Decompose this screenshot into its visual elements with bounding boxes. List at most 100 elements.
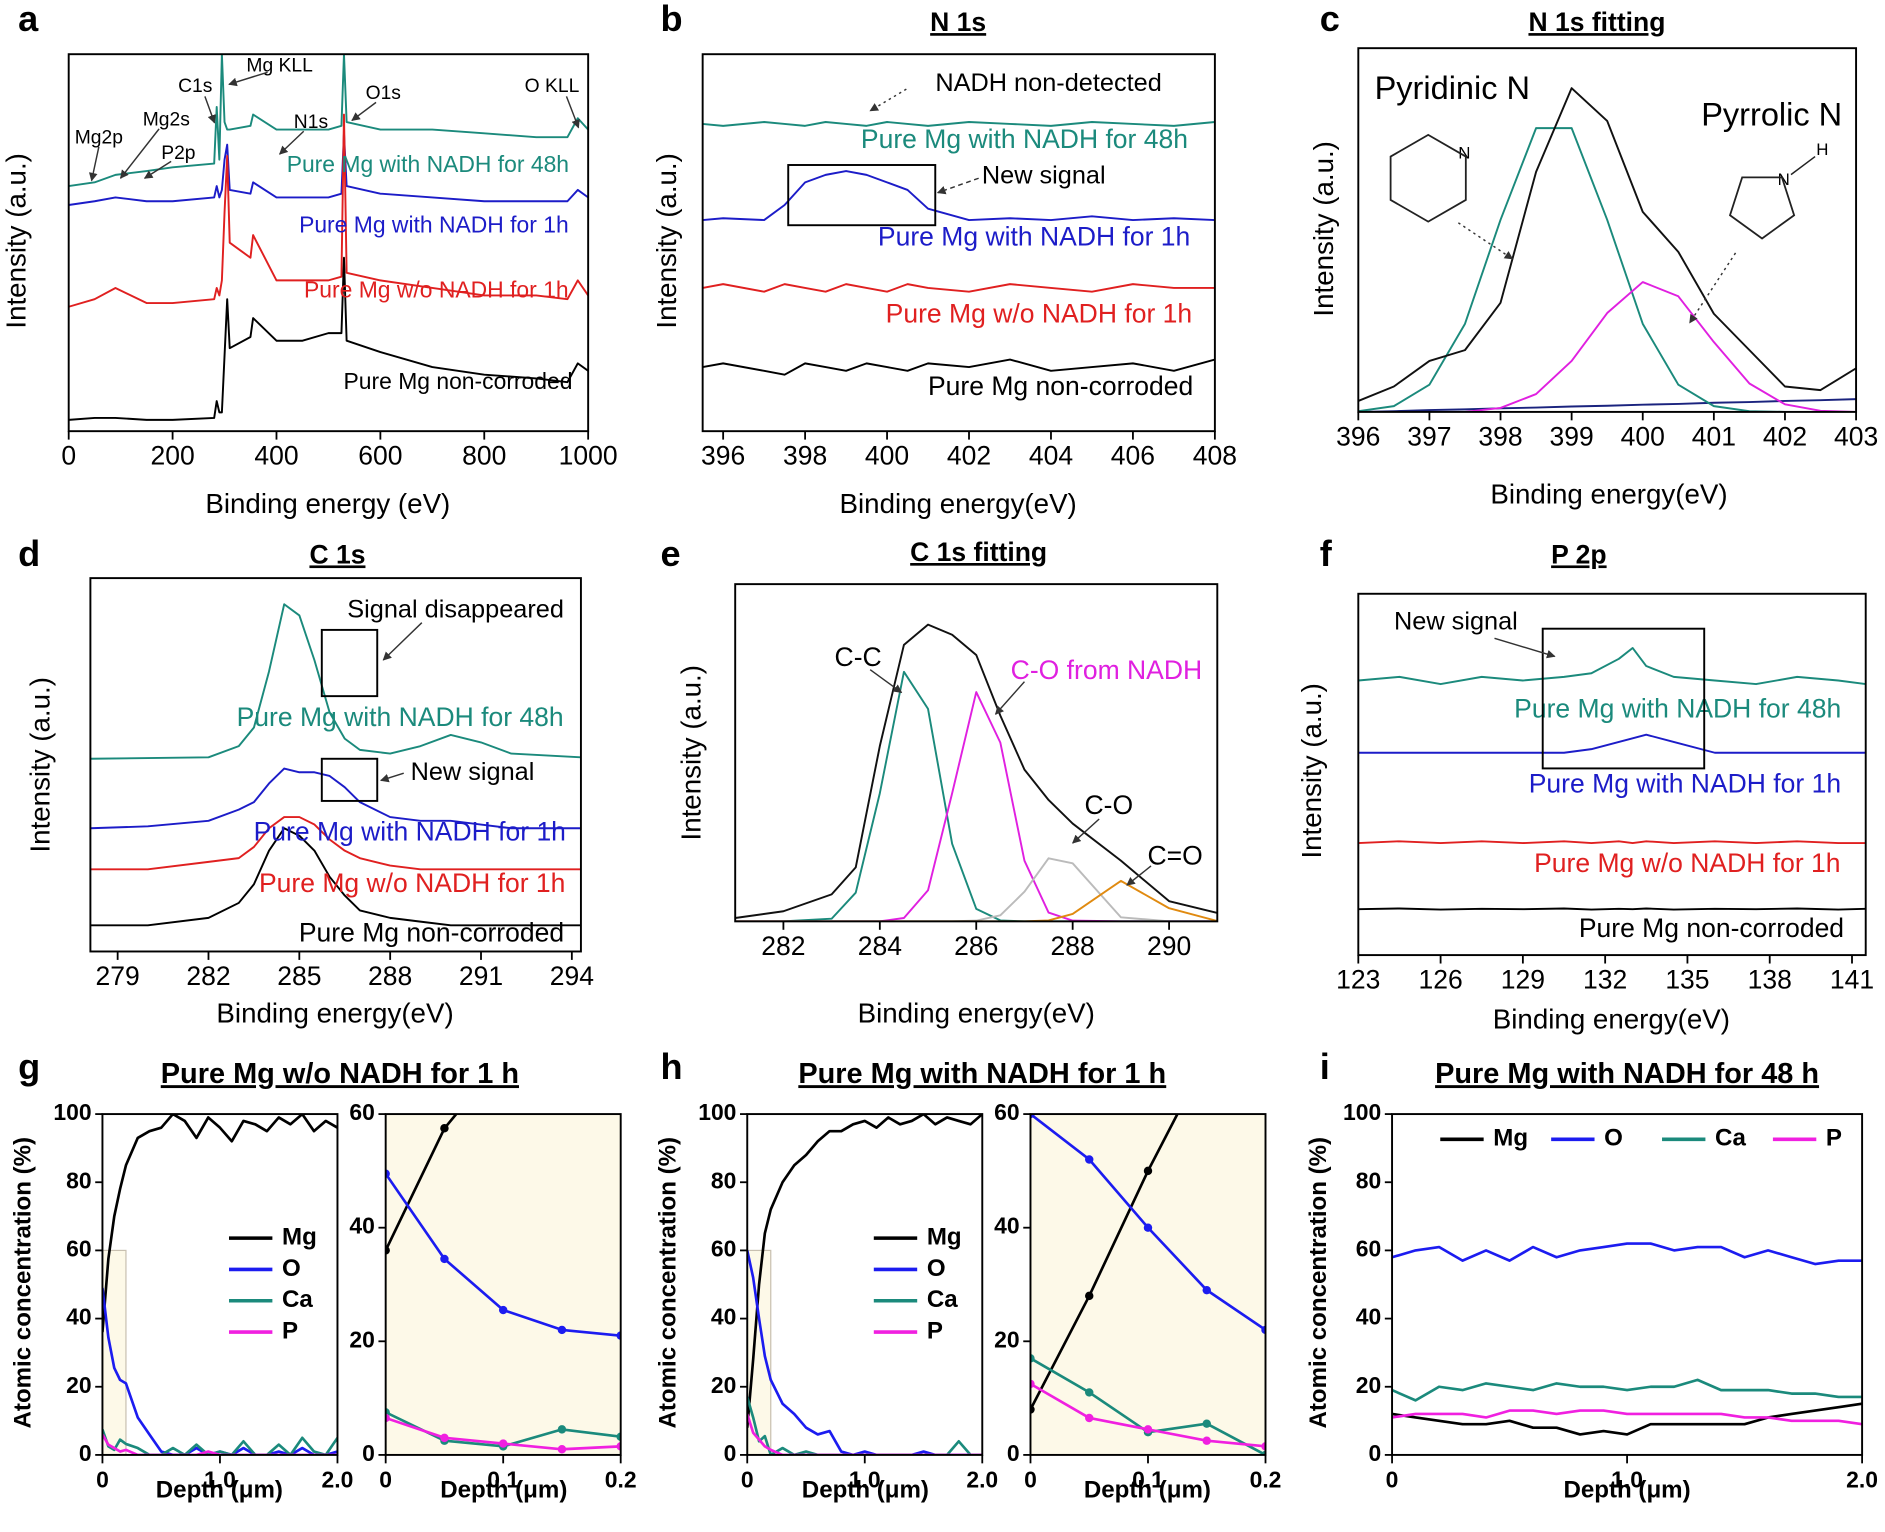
- annotation: Pyrrolic N: [1701, 96, 1842, 132]
- data-point: [1261, 939, 1269, 947]
- legend-label: P: [927, 1317, 943, 1344]
- panel-title: P 2p: [1551, 539, 1607, 569]
- x-tick-label: 129: [1501, 965, 1545, 995]
- y-tick-label: 80: [66, 1167, 91, 1193]
- x-axis-label: Depth (μm): [440, 1476, 567, 1503]
- x-tick-label: 2.0: [322, 1466, 354, 1492]
- data-point: [1030, 1379, 1035, 1389]
- legend-label: P: [1826, 1125, 1842, 1152]
- series-label: Pure Mg non-corroded: [1579, 913, 1844, 943]
- data-point: [557, 1425, 567, 1434]
- data-point: [1202, 1285, 1211, 1295]
- data-point: [1143, 1425, 1153, 1434]
- x-tick-label: 1.0: [1611, 1466, 1643, 1492]
- annotation: Pyridinic N: [1375, 70, 1530, 106]
- series-line: [735, 879, 1218, 922]
- x-tick-label: 284: [858, 931, 902, 961]
- data-point: [1085, 1388, 1094, 1397]
- arrow: [351, 101, 377, 122]
- series-line: [90, 816, 581, 871]
- series-line: [702, 170, 1215, 222]
- data-point: [1261, 1442, 1266, 1451]
- x-tick-label: 400: [865, 441, 909, 471]
- series-label: Pure Mg with NADH for 48h: [237, 702, 564, 732]
- data-point: [558, 1008, 566, 1016]
- x-tick-label: 0.1: [487, 1466, 519, 1492]
- series-line: [1392, 1409, 1863, 1426]
- series-line: [735, 857, 1218, 922]
- y-tick-label: 20: [994, 1326, 1019, 1352]
- data-point: [1085, 1291, 1094, 1301]
- x-tick-label: 406: [1111, 441, 1155, 471]
- series-label: Pure Mg non-corroded: [344, 368, 573, 394]
- y-tick-label: 100: [698, 1099, 736, 1125]
- annotation: Signal disappeared: [347, 595, 564, 623]
- x-tick-label: 290: [1147, 931, 1191, 961]
- series-line: [1358, 281, 1857, 412]
- panel-title: Pure Mg w/o NADH for 1 h: [161, 1058, 519, 1090]
- data-point: [440, 1254, 449, 1264]
- panel-letter: i: [1320, 1046, 1330, 1087]
- y-axis-label: Intensity (a.u.): [1308, 141, 1339, 316]
- arrow: [278, 130, 305, 155]
- series-line: [1358, 907, 1866, 911]
- x-axis-label: Depth (μm): [1084, 1476, 1211, 1503]
- series-line: [68, 256, 589, 421]
- y-axis-label: Atomic concentration (%): [654, 1137, 681, 1429]
- arrow: [1072, 818, 1100, 844]
- arrow: [1689, 252, 1737, 324]
- x-tick-label: 2.0: [1846, 1466, 1878, 1492]
- panel-letter: b: [660, 0, 682, 39]
- annotation: N: [1778, 170, 1790, 189]
- series-line: [1358, 87, 1857, 402]
- data-point: [1143, 1223, 1153, 1232]
- data-point: [616, 1331, 621, 1340]
- x-tick-label: 404: [1029, 441, 1073, 471]
- annotation: P2p: [161, 143, 195, 164]
- annotation: C-O: [1085, 790, 1134, 820]
- x-tick-label: 0.1: [1132, 1466, 1164, 1492]
- x-tick-label: 286: [954, 931, 998, 961]
- plot-frame: [101, 1113, 339, 1456]
- x-tick-label: 1.0: [849, 1466, 881, 1492]
- legend-label: Mg: [1493, 1125, 1528, 1152]
- series-label: Pure Mg w/o NADH for 1h: [304, 277, 569, 303]
- legend-label: Ca: [282, 1286, 313, 1313]
- data-point: [616, 1442, 621, 1451]
- x-tick-label: 1000: [559, 441, 618, 471]
- series-line: [102, 1428, 338, 1455]
- series-line: [1392, 1242, 1863, 1266]
- plot-background: [385, 1114, 621, 1455]
- series-line: [702, 121, 1215, 127]
- plot-frame: [1357, 592, 1867, 957]
- x-tick-label: 402: [1763, 421, 1807, 451]
- x-tick-label: 294: [550, 961, 594, 991]
- legend-label: Ca: [927, 1286, 958, 1313]
- series-line: [1358, 398, 1857, 412]
- panel-letter: e: [660, 533, 680, 574]
- molecule-pyridine: [1389, 133, 1467, 223]
- x-axis-label: Binding energy(eV): [216, 998, 453, 1029]
- y-tick-label: 100: [53, 1099, 91, 1125]
- panel-title: Pure Mg with NADH for 48 h: [1435, 1058, 1819, 1090]
- arrow: [565, 96, 580, 129]
- annotation: N: [1458, 144, 1470, 163]
- x-tick-label: 396: [701, 441, 745, 471]
- x-tick-label: 282: [186, 961, 230, 991]
- x-tick-label: 398: [1478, 421, 1522, 451]
- plot-frame: [1357, 47, 1858, 413]
- y-tick-label: 0: [724, 1440, 737, 1466]
- x-tick-label: 400: [254, 441, 298, 471]
- y-axis-label: Atomic concentration (%): [1305, 1137, 1332, 1429]
- data-point: [1030, 1405, 1035, 1414]
- data-point: [1085, 1155, 1094, 1164]
- series-label: Pure Mg non-corroded: [928, 371, 1193, 401]
- plot-frame: [746, 1113, 984, 1456]
- data-point: [1261, 1450, 1266, 1455]
- plot-frame: [1029, 1113, 1267, 1456]
- panel-letter: h: [660, 1046, 682, 1087]
- series-line: [747, 1396, 983, 1455]
- x-tick-label: 135: [1665, 965, 1709, 995]
- series-line: [102, 1114, 338, 1333]
